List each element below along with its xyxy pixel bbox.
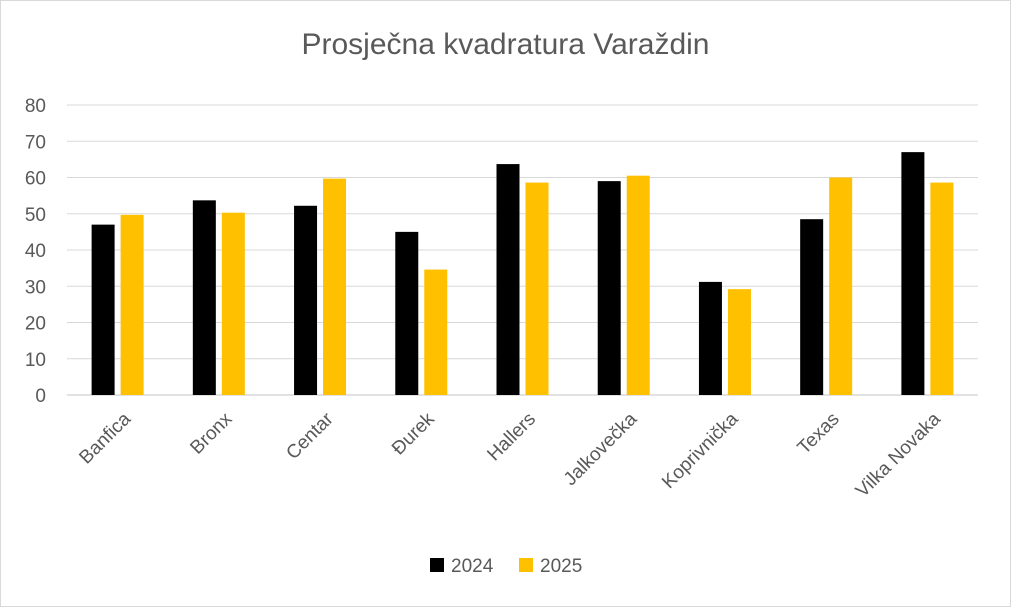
bar-2024-5 (597, 181, 621, 395)
bar-2024-2 (294, 205, 318, 395)
y-tick-label: 20 (25, 314, 46, 335)
bar-2024-0 (91, 224, 115, 395)
legend-label-2025: 2025 (540, 556, 582, 577)
bar-2025-5 (626, 175, 650, 395)
legend-swatch-2025 (519, 558, 533, 572)
legend-swatch-2024 (430, 558, 444, 572)
legend: 2024 2025 (430, 556, 582, 577)
bar-2025-6 (727, 289, 751, 395)
y-tick-label: 80 (25, 96, 46, 117)
x-tick-label: Bronx (186, 408, 236, 458)
y-tick-label: 30 (25, 277, 46, 298)
bar-2024-4 (496, 164, 520, 395)
chart-title: Prosječna kvadratura Varaždin (301, 28, 710, 61)
x-tick-label: Đurek (388, 408, 439, 459)
bar-2025-3 (424, 269, 448, 395)
x-tick-label: Banfica (75, 408, 135, 468)
x-tick-label: Centar (282, 408, 338, 464)
bar-2025-1 (221, 212, 245, 395)
gridlines (67, 104, 978, 396)
bar-2024-1 (192, 200, 216, 395)
x-tick-label: Vilka Novaka (852, 408, 945, 501)
x-tick-label: Koprivnička (658, 408, 743, 493)
bar-2025-4 (525, 182, 549, 395)
y-tick-label: 60 (25, 169, 46, 190)
y-tick-label: 70 (25, 132, 46, 153)
bar-2025-0 (120, 214, 144, 395)
bar-2024-7 (800, 219, 824, 395)
bar-2024-3 (395, 231, 419, 395)
y-tick-label: 10 (25, 350, 46, 371)
bar-2025-2 (323, 178, 347, 395)
y-axis-ticks: 0 10 20 30 40 50 60 70 80 (25, 96, 46, 407)
y-tick-label: 40 (25, 241, 46, 262)
x-axis-ticks: Banfica Bronx Centar Đurek Hallers Jalkovečka… (75, 408, 945, 501)
x-tick-label: Jalkovečka (560, 408, 642, 490)
x-tick-label: Hallers (483, 409, 540, 466)
bar-2024-8 (901, 152, 925, 395)
bar-2025-8 (930, 182, 954, 395)
bar-2024-6 (698, 281, 722, 395)
y-tick-label: 50 (25, 205, 46, 226)
y-tick-label: 0 (35, 386, 46, 407)
bar-2025-7 (829, 177, 853, 395)
bars (91, 152, 954, 395)
legend-label-2024: 2024 (451, 556, 494, 577)
x-tick-label: Texas (794, 409, 844, 459)
